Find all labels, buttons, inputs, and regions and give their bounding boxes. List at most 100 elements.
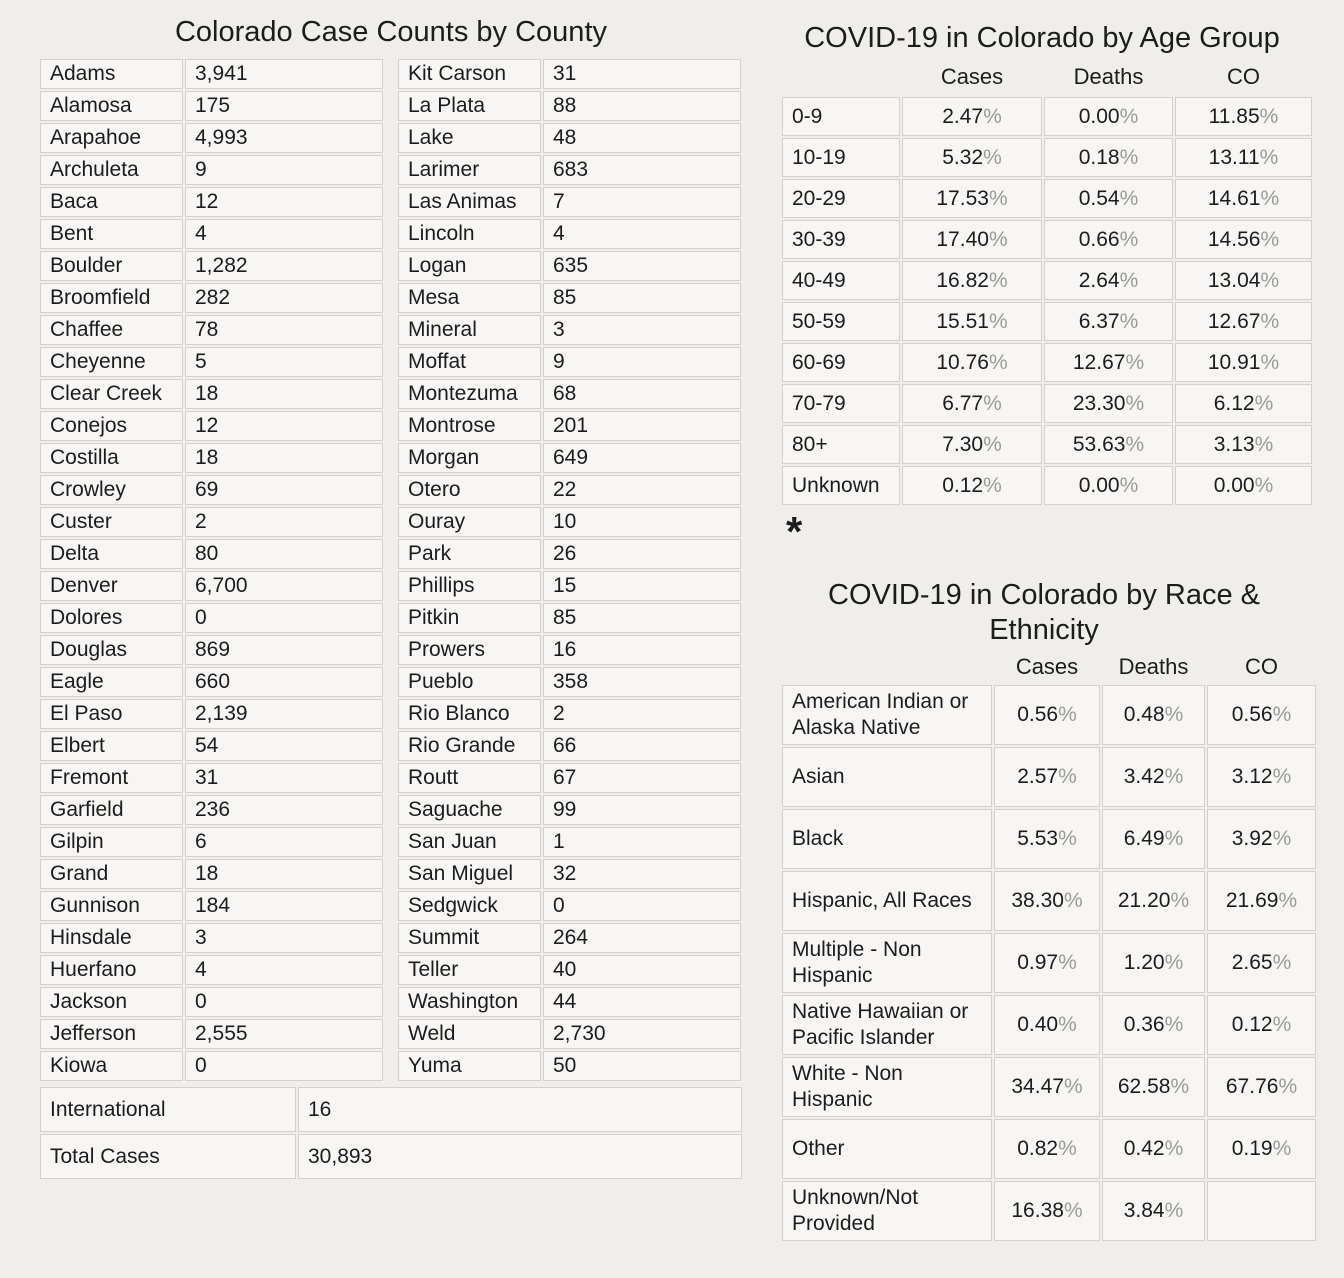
- co-pct-cell: [1207, 1181, 1316, 1241]
- table-row: Asian 2.57% 3.42% 3.12%: [782, 747, 1316, 807]
- age-table-title: COVID-19 in Colorado by Age Group: [804, 22, 1280, 54]
- county-name-cell: Pueblo: [398, 667, 541, 697]
- cases-pct-cell: 0.12%: [902, 466, 1042, 505]
- table-row: Sedgwick 0: [398, 891, 741, 921]
- county-table-left: Adams 3,941 Alamosa 175 Arapahoe 4,993: [38, 57, 385, 1083]
- table-row: Gilpin 6: [40, 827, 383, 857]
- county-count-cell: 99: [543, 795, 741, 825]
- county-name-cell: Elbert: [40, 731, 183, 761]
- county-count-cell: 0: [543, 891, 741, 921]
- county-count-cell: 12: [185, 187, 383, 217]
- deaths-pct-cell: 0.66%: [1044, 220, 1173, 259]
- county-name-cell: Broomfield: [40, 283, 183, 313]
- table-row: Dolores 0: [40, 603, 383, 633]
- deaths-pct-cell: 6.37%: [1044, 302, 1173, 341]
- race-ethnicity-panel: COVID-19 in Colorado by Race & Ethnicity …: [780, 578, 1316, 1243]
- table-row: Hinsdale 3: [40, 923, 383, 953]
- co-pct-cell: 14.61%: [1175, 179, 1312, 218]
- table-row: Jackson 0: [40, 987, 383, 1017]
- age-group-cell: 10-19: [782, 138, 900, 177]
- county-name-cell: Montezuma: [398, 379, 541, 409]
- county-count-cell: 2: [543, 699, 741, 729]
- co-pct-cell: 3.92%: [1207, 809, 1316, 869]
- county-count-cell: 4: [185, 955, 383, 985]
- table-row: Jefferson 2,555: [40, 1019, 383, 1049]
- county-count-cell: 3: [185, 923, 383, 953]
- county-count-cell: 85: [543, 603, 741, 633]
- county-name-cell: Morgan: [398, 443, 541, 473]
- co-pct-cell: 67.76%: [1207, 1057, 1316, 1117]
- county-name-cell: Rio Grande: [398, 731, 541, 761]
- county-name-cell: Otero: [398, 475, 541, 505]
- county-count-cell: 26: [543, 539, 741, 569]
- deaths-pct-cell: 0.00%: [1044, 466, 1173, 505]
- county-count-cell: 2: [185, 507, 383, 537]
- county-name-cell: Mineral: [398, 315, 541, 345]
- county-name-cell: Park: [398, 539, 541, 569]
- age-group-cell: 80+: [782, 425, 900, 464]
- age-group-table: Cases Deaths CO 0-9 2.47% 0.00% 11.85%: [780, 57, 1314, 507]
- table-row: La Plata 88: [398, 91, 741, 121]
- table-row: Arapahoe 4,993: [40, 123, 383, 153]
- deaths-pct-cell: 2.64%: [1044, 261, 1173, 300]
- age-group-panel: COVID-19 in Colorado by Age Group Cases …: [780, 22, 1312, 553]
- co-pct-cell: 0.19%: [1207, 1119, 1316, 1179]
- county-name-cell: Grand: [40, 859, 183, 889]
- age-group-cell: 50-59: [782, 302, 900, 341]
- county-count-cell: 18: [185, 443, 383, 473]
- table-row: 30-39 17.40% 0.66% 14.56%: [782, 220, 1312, 259]
- county-name-cell: Conejos: [40, 411, 183, 441]
- table-row: Moffat 9: [398, 347, 741, 377]
- totals-row: Total Cases 30,893: [40, 1134, 742, 1179]
- county-name-cell: Washington: [398, 987, 541, 1017]
- table-row: Summit 264: [398, 923, 741, 953]
- county-count-cell: 31: [185, 763, 383, 793]
- co-pct-cell: 3.12%: [1207, 747, 1316, 807]
- cases-pct-cell: 34.47%: [994, 1057, 1100, 1117]
- county-count-cell: 80: [185, 539, 383, 569]
- table-row: Delta 80: [40, 539, 383, 569]
- table-row: Custer 2: [40, 507, 383, 537]
- table-row: Kiowa 0: [40, 1051, 383, 1081]
- table-row: 50-59 15.51% 6.37% 12.67%: [782, 302, 1312, 341]
- county-cases-panel: Colorado Case Counts by County Adams 3,9…: [38, 16, 744, 1181]
- age-group-cell: Unknown: [782, 466, 900, 505]
- county-count-cell: 2,139: [185, 699, 383, 729]
- county-count-cell: 44: [543, 987, 741, 1017]
- county-name-cell: Phillips: [398, 571, 541, 601]
- table-row: Pitkin 85: [398, 603, 741, 633]
- county-count-cell: 68: [543, 379, 741, 409]
- table-row: Native Hawaiian or Pacific Islander 0.40…: [782, 995, 1316, 1055]
- county-count-cell: 184: [185, 891, 383, 921]
- race-label-cell: Hispanic, All Races: [782, 871, 992, 931]
- table-row: Alamosa 175: [40, 91, 383, 121]
- county-name-cell: Costilla: [40, 443, 183, 473]
- cases-pct-cell: 17.53%: [902, 179, 1042, 218]
- table-row: Rio Blanco 2: [398, 699, 741, 729]
- cases-pct-cell: 16.82%: [902, 261, 1042, 300]
- table-row: Montrose 201: [398, 411, 741, 441]
- table-row: Weld 2,730: [398, 1019, 741, 1049]
- table-row: Conejos 12: [40, 411, 383, 441]
- cases-pct-cell: 38.30%: [994, 871, 1100, 931]
- table-row: Other 0.82% 0.42% 0.19%: [782, 1119, 1316, 1179]
- county-name-cell: Denver: [40, 571, 183, 601]
- county-name-cell: Adams: [40, 59, 183, 89]
- county-name-cell: Kiowa: [40, 1051, 183, 1081]
- county-count-cell: 10: [543, 507, 741, 537]
- age-group-cell: 30-39: [782, 220, 900, 259]
- county-count-cell: 1,282: [185, 251, 383, 281]
- county-name-cell: Teller: [398, 955, 541, 985]
- county-name-cell: Fremont: [40, 763, 183, 793]
- county-count-cell: 869: [185, 635, 383, 665]
- table-row: Garfield 236: [40, 795, 383, 825]
- county-name-cell: Crowley: [40, 475, 183, 505]
- table-row: El Paso 2,139: [40, 699, 383, 729]
- county-count-cell: 85: [543, 283, 741, 313]
- county-name-cell: Hinsdale: [40, 923, 183, 953]
- age-group-cell: 70-79: [782, 384, 900, 423]
- county-name-cell: San Juan: [398, 827, 541, 857]
- table-row: Park 26: [398, 539, 741, 569]
- county-count-cell: 282: [185, 283, 383, 313]
